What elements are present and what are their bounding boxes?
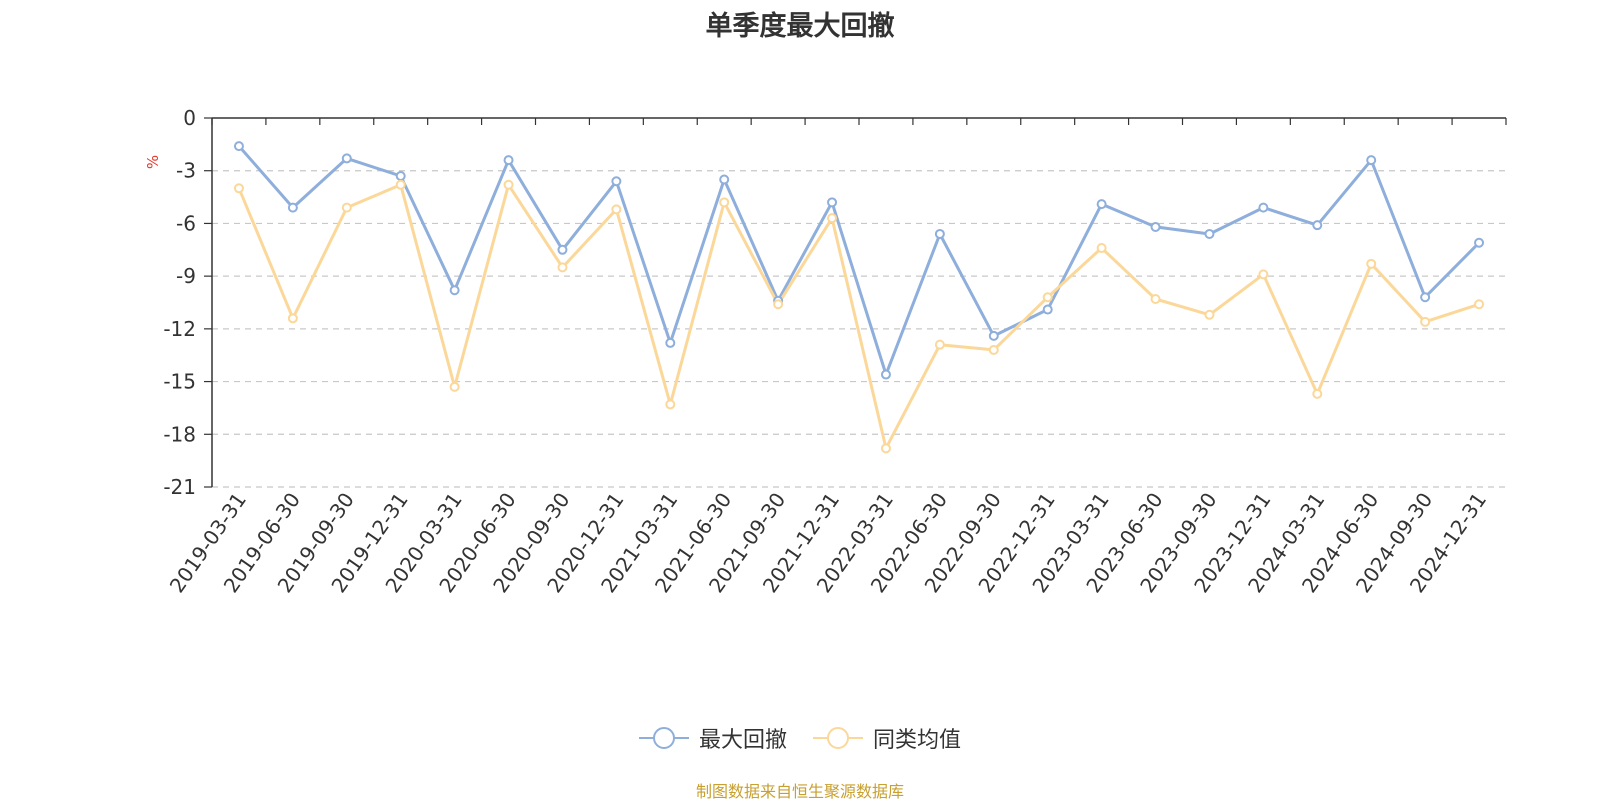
series-1-point[interactable] — [503, 179, 514, 190]
series-0-point[interactable] — [934, 228, 945, 239]
y-axis-unit-label: % — [144, 155, 162, 169]
series-0-point[interactable] — [395, 170, 406, 181]
legend: 最大回撤 同类均值 — [0, 722, 1600, 754]
series-1-point[interactable] — [611, 204, 622, 215]
legend-label-peer-average: 同类均值 — [873, 728, 962, 753]
series-0-point[interactable] — [341, 153, 352, 164]
series-0-point[interactable] — [1312, 220, 1323, 231]
legend-item-peer-average[interactable]: 同类均值 — [813, 722, 961, 754]
legend-marker-max-drawdown — [638, 727, 689, 749]
series-1-point[interactable] — [395, 179, 406, 190]
series-0-point[interactable] — [1042, 304, 1053, 315]
series-1-point[interactable] — [449, 381, 460, 392]
legend-label-max-drawdown: 最大回撤 — [698, 728, 787, 753]
y-tick-label: -15 — [163, 370, 196, 394]
series-1-point[interactable] — [988, 344, 999, 355]
series-1-point[interactable] — [1042, 292, 1053, 303]
series-0-point[interactable] — [1096, 199, 1107, 210]
series-1-point[interactable] — [1420, 316, 1431, 327]
series-0-point[interactable] — [665, 337, 676, 348]
series-1-point[interactable] — [1258, 269, 1269, 280]
series-0-point[interactable] — [557, 244, 568, 255]
axes: 0-3-6-9-12-15-18-212019-03-312019-06-302… — [163, 106, 1507, 597]
series-1-point[interactable] — [1150, 293, 1161, 304]
grid-lines — [212, 170, 1506, 488]
series-0-point[interactable] — [1150, 221, 1161, 232]
series-0-point[interactable] — [611, 176, 622, 187]
series-0-point[interactable] — [233, 141, 244, 152]
series-1-point[interactable] — [880, 443, 891, 454]
series-1-point[interactable] — [341, 202, 352, 213]
series-0-point[interactable] — [988, 330, 999, 341]
y-tick-label: -6 — [176, 211, 196, 235]
series-0-point[interactable] — [827, 197, 838, 208]
series-0-point[interactable] — [287, 202, 298, 213]
legend-item-max-drawdown[interactable]: 最大回撤 — [638, 722, 787, 754]
y-tick-label: -9 — [176, 264, 196, 288]
series-1-point[interactable] — [1204, 309, 1215, 320]
series-0-point[interactable] — [449, 285, 460, 296]
series-1-point[interactable] — [719, 197, 730, 208]
series-0-point[interactable] — [1366, 155, 1377, 166]
series-1-point[interactable] — [827, 213, 838, 224]
series-line-1 — [237, 183, 1480, 450]
y-tick-label: -12 — [163, 317, 196, 341]
series-1-point[interactable] — [233, 183, 244, 194]
series-1-point[interactable] — [773, 299, 784, 310]
y-tick-label: -18 — [163, 422, 196, 446]
series-line-0 — [237, 145, 1481, 376]
source-note: 制图数据来自恒生聚源数据库 — [695, 782, 904, 801]
series-0-point[interactable] — [503, 155, 514, 166]
series-1-point[interactable] — [1366, 258, 1377, 269]
series-0-point[interactable] — [880, 369, 891, 380]
series-1-point[interactable] — [557, 262, 568, 273]
y-tick-label: -21 — [163, 475, 196, 499]
series-lines — [233, 141, 1485, 454]
series-0-point[interactable] — [1474, 237, 1485, 248]
series-0-point[interactable] — [1420, 292, 1431, 303]
series-0-point[interactable] — [719, 174, 730, 185]
chart-title: 单季度最大回撤 — [705, 11, 895, 42]
series-1-point[interactable] — [665, 399, 676, 410]
series-0-point[interactable] — [1258, 202, 1269, 213]
series-1-point[interactable] — [934, 339, 945, 350]
series-1-point[interactable] — [287, 313, 298, 324]
series-0-point[interactable] — [1204, 228, 1215, 239]
series-1-point[interactable] — [1312, 388, 1323, 399]
y-tick-label: -3 — [176, 159, 196, 183]
y-tick-label: 0 — [183, 106, 196, 130]
series-1-point[interactable] — [1474, 299, 1485, 310]
legend-marker-peer-average — [813, 727, 863, 749]
series-1-point[interactable] — [1096, 243, 1107, 254]
